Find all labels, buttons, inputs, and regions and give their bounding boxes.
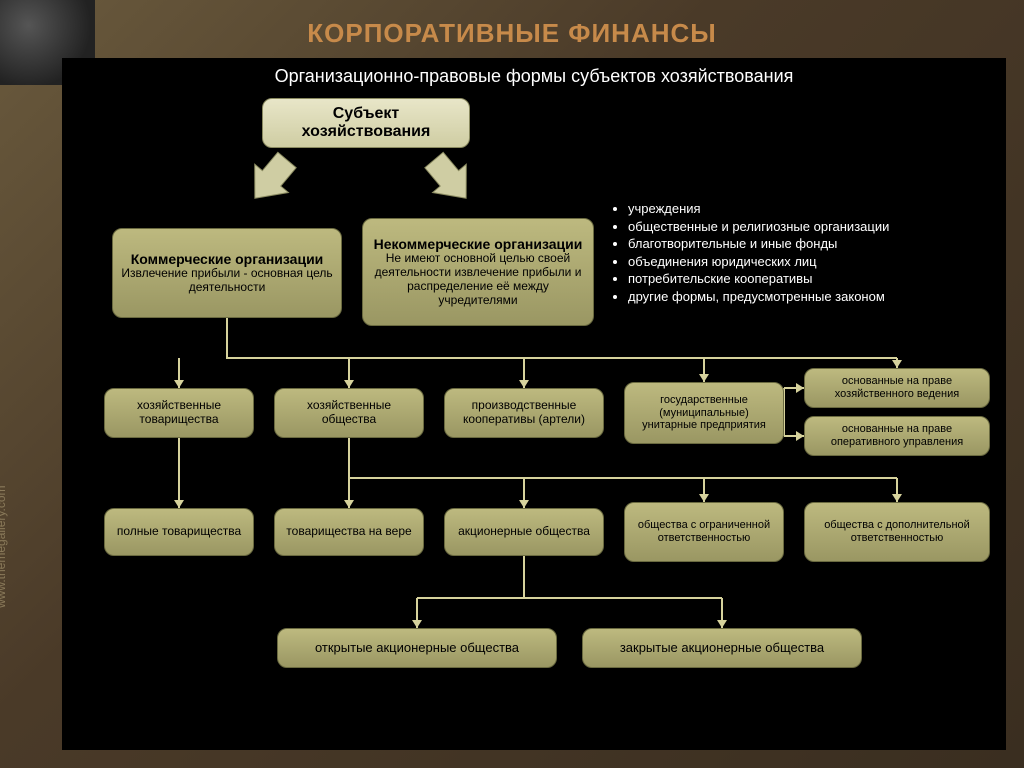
node-r2e-text: основанные на праве хозяйственного веден… [813, 375, 981, 400]
node-r3d: общества с ограниченной ответственностью [624, 502, 784, 562]
list-item-5: другие формы, предусмотренные законом [628, 288, 990, 306]
source-url: www.themegallery.com [0, 486, 8, 608]
node-r2b: хозяйственные общества [274, 388, 424, 438]
list-item-2: благотворительные и иные фонды [628, 235, 990, 253]
node-r3e-text: общества с дополнительной ответственност… [813, 519, 981, 544]
node-r4b-text: закрытые акционерные общества [620, 641, 824, 656]
node-non-title: Некоммерческие организации [374, 236, 583, 252]
node-root-title: Субъект хозяйствования [271, 105, 461, 142]
node-r2c: производственные кооперативы (артели) [444, 388, 604, 438]
node-r4a-text: открытые акционерные общества [315, 641, 519, 656]
node-r2b-text: хозяйственные общества [283, 399, 415, 427]
node-r3a: полные товарищества [104, 508, 254, 556]
node-r2d: государственные (муниципальные) унитарны… [624, 382, 784, 444]
node-r3e: общества с дополнительной ответственност… [804, 502, 990, 562]
list-item-1: общественные и религиозные организации [628, 218, 990, 236]
node-root: Субъект хозяйствования [262, 98, 470, 148]
noncommercial-list: учрежденияобщественные и религиозные орг… [610, 200, 990, 305]
node-r2a-text: хозяйственные товарищества [113, 399, 245, 427]
slide-title: КОРПОРАТИВНЫЕ ФИНАНСЫ [0, 18, 1024, 49]
node-r4a: открытые акционерные общества [277, 628, 557, 668]
node-r2f: основанные на праве оперативного управле… [804, 416, 990, 456]
node-r3c-text: акционерные общества [458, 525, 590, 539]
node-r3c: акционерные общества [444, 508, 604, 556]
node-non-desc: Не имеют основной целью своей деятельнос… [371, 252, 585, 307]
node-r3a-text: полные товарищества [117, 525, 241, 539]
node-com-title: Коммерческие организации [131, 251, 324, 267]
node-r2e: основанные на праве хозяйственного веден… [804, 368, 990, 408]
node-r2c-text: производственные кооперативы (артели) [453, 399, 595, 427]
node-r4b: закрытые акционерные общества [582, 628, 862, 668]
node-non: Некоммерческие организацииНе имеют основ… [362, 218, 594, 326]
node-com-desc: Извлечение прибыли - основная цель деяте… [121, 267, 333, 295]
chart-area: Организационно-правовые формы субъектов … [62, 58, 1006, 750]
node-r3d-text: общества с ограниченной ответственностью [633, 519, 775, 544]
node-r2d-text: государственные (муниципальные) унитарны… [633, 394, 775, 432]
list-item-4: потребительские кооперативы [628, 270, 990, 288]
node-r3b-text: товарищества на вере [286, 525, 411, 539]
node-r2a: хозяйственные товарищества [104, 388, 254, 438]
node-r3b: товарищества на вере [274, 508, 424, 556]
list-item-3: объединения юридических лиц [628, 253, 990, 271]
list-item-0: учреждения [628, 200, 990, 218]
node-r2f-text: основанные на праве оперативного управле… [813, 423, 981, 448]
node-com: Коммерческие организацииИзвлечение прибы… [112, 228, 342, 318]
